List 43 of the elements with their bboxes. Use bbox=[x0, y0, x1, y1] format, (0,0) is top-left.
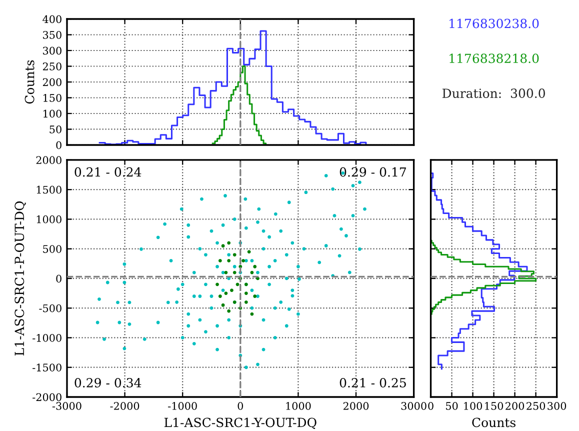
y-tick-label: -500 bbox=[39, 304, 62, 312]
y-tick-label: 50 bbox=[50, 125, 62, 134]
x-tick-label: -1000 bbox=[168, 402, 197, 410]
x-tick-label: -2000 bbox=[110, 402, 140, 410]
annotation: 0.29 - 0.17 bbox=[340, 167, 406, 177]
x-tick-label: 2000 bbox=[343, 402, 369, 410]
text: 1176838218.0 bbox=[450, 54, 539, 64]
annotation: 0.21 - 0.25 bbox=[340, 378, 406, 388]
annotation: 0.21 - 0.24 bbox=[74, 167, 142, 177]
y-axis-title: L1-ASC-SRC1-P-OUT-DQ bbox=[14, 201, 26, 356]
y-tick-label: 0 bbox=[56, 274, 62, 283]
y-tick-label: 500 bbox=[43, 245, 62, 253]
x-tick-label: 100 bbox=[464, 402, 482, 410]
x-axis-title: Counts bbox=[472, 418, 516, 428]
x-tick-label: 200 bbox=[506, 402, 524, 410]
x-tick-label: 0 bbox=[428, 402, 434, 410]
y-tick-label: 350 bbox=[43, 30, 62, 39]
y-tick-label: 400 bbox=[42, 15, 62, 24]
x-tick-label: 250 bbox=[526, 402, 546, 410]
text: Duration: 300.0 bbox=[442, 88, 545, 98]
x-tick-label: -3000 bbox=[52, 402, 82, 410]
y-tick-label: 100 bbox=[44, 110, 62, 118]
y-tick-label: 1000 bbox=[36, 215, 62, 224]
y-tick-label: 200 bbox=[42, 78, 62, 86]
x-axis-title: L1-ASC-SRC1-Y-OUT-DQ bbox=[164, 418, 316, 429]
y-tick-label: -1500 bbox=[32, 364, 62, 372]
x-tick-label: 150 bbox=[485, 402, 504, 410]
y-tick-label: -1000 bbox=[32, 334, 62, 342]
x-tick-label: 3000 bbox=[401, 402, 426, 410]
y-tick-label: 0 bbox=[56, 141, 62, 150]
x-tick-label: 300 bbox=[548, 402, 566, 410]
y-tick-label: 1500 bbox=[36, 186, 62, 194]
text: 1176830238.0 bbox=[450, 18, 539, 28]
x-tick-label: 50 bbox=[446, 402, 458, 410]
annotation: 0.29 - 0.34 bbox=[74, 378, 142, 388]
y-tick-label: 300 bbox=[43, 46, 62, 55]
y-axis-title: Counts bbox=[24, 60, 34, 104]
x-tick-label: 1000 bbox=[286, 402, 311, 410]
y-tick-label: 2000 bbox=[36, 156, 62, 164]
x-tick-label: 0 bbox=[238, 402, 244, 410]
y-tick-label: -2000 bbox=[32, 393, 62, 402]
y-tick-label: 250 bbox=[42, 62, 62, 70]
y-tick-label: 150 bbox=[44, 94, 62, 102]
